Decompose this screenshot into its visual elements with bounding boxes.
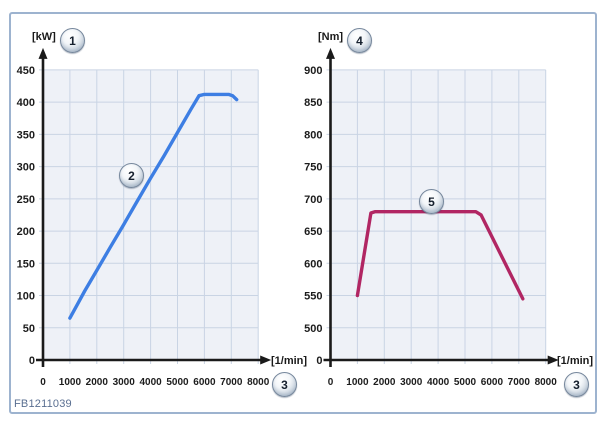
y-tick-label: 200 [17,226,35,238]
torque-x-unit-label: [1/min] [557,355,594,367]
y-tick-label: 150 [17,258,35,270]
y-tick-label: 0 [29,355,35,367]
y-tick-label: 350 [17,129,35,141]
x-tick-label: 0 [40,377,46,388]
x-tick-label: 3000 [400,377,423,388]
y-axis-arrow [38,47,48,59]
x-tick-label: 4000 [427,377,450,388]
power-x-unit-label: [1/min] [271,355,308,367]
x-axis-arrow [260,355,272,365]
x-tick-label: 1000 [59,377,82,388]
y-tick-label: 250 [17,194,35,206]
x-tick-label: 7000 [508,377,531,388]
x-axis-arrow [547,355,559,365]
y-tick-label: 0 [316,355,322,367]
y-tick-label: 300 [17,162,35,174]
x-tick-label: 6000 [193,377,216,388]
torque-y-unit-label: [Nm] [318,31,344,43]
x-tick-label: 3000 [113,377,136,388]
x-tick-label: 2000 [373,377,396,388]
power-y-unit-label: [kW] [32,31,56,43]
x-tick-label: 0 [328,377,334,388]
x-tick-label: 6000 [481,377,504,388]
x-tick-label: 8000 [247,377,270,388]
y-tick-label: 850 [304,97,322,109]
y-tick-label: 500 [304,323,322,335]
y-tick-label: 400 [17,97,35,109]
y-tick-label: 800 [304,129,322,141]
x-tick-label: 7000 [220,377,243,388]
y-tick-label: 450 [17,65,35,77]
callout-badge-2: 2 [119,163,144,188]
x-tick-label: 5000 [454,377,477,388]
x-tick-label: 5000 [166,377,189,388]
y-tick-label: 100 [17,291,35,303]
y-tick-label: 750 [304,162,322,174]
y-tick-label: 900 [304,65,322,77]
figure-code: FB1211039 [14,398,72,410]
callout-badge-3-right: 3 [564,372,589,397]
callout-badge-1: 1 [60,28,85,53]
callout-badge-4: 4 [347,28,372,53]
y-tick-label: 650 [304,226,322,238]
x-tick-label: 4000 [139,377,162,388]
callout-badge-5: 5 [419,189,444,214]
x-tick-label: 2000 [86,377,109,388]
y-tick-label: 700 [304,194,322,206]
y-tick-label: 50 [23,323,35,335]
callout-badge-3-left: 3 [272,372,297,397]
y-tick-label: 600 [304,258,322,270]
power-curve [68,92,239,320]
x-tick-label: 8000 [535,377,558,388]
y-tick-label: 550 [304,291,322,303]
x-tick-label: 1000 [346,377,369,388]
y-axis-arrow [326,47,335,59]
